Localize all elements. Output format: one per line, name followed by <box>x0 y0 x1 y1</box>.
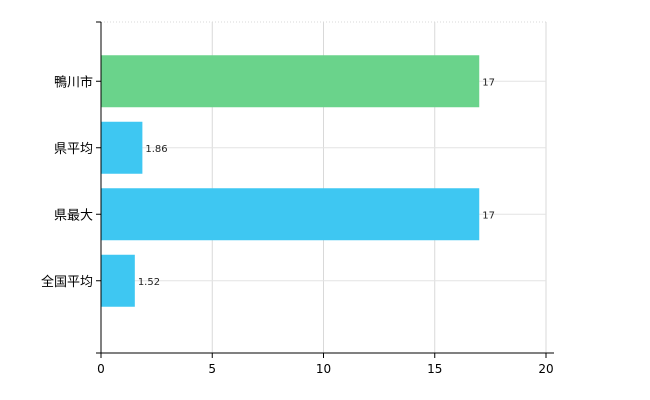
data-label-3: 17 <box>482 210 495 221</box>
x-tick-label: 20 <box>538 362 553 376</box>
bar-1 <box>101 55 480 108</box>
data-label-2: 1.86 <box>145 144 167 155</box>
category-label-3: 県最大 <box>54 208 93 223</box>
bar-4 <box>101 254 135 307</box>
data-label-1: 17 <box>482 77 495 88</box>
category-label-1: 鴨川市 <box>54 74 93 90</box>
bar-layer: 17 1.86 17 1.52 <box>101 55 495 307</box>
x-tick-label: 5 <box>208 362 216 376</box>
x-tick-label: 10 <box>316 362 331 376</box>
data-label-4: 1.52 <box>138 277 160 288</box>
bar-3 <box>101 188 480 241</box>
category-label-2: 県平均 <box>54 142 93 157</box>
x-tick-label: 0 <box>97 362 105 376</box>
category-label-4: 全国平均 <box>41 274 93 290</box>
x-tick-label: 15 <box>427 362 442 376</box>
bar-2 <box>101 121 143 174</box>
